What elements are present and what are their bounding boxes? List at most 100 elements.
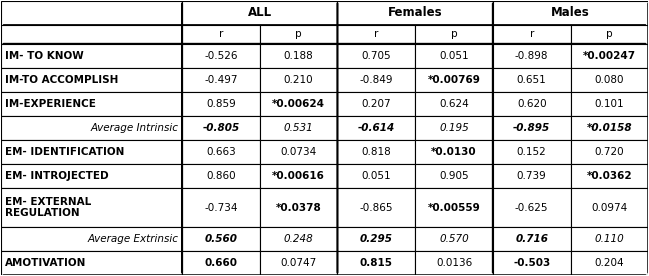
Bar xyxy=(182,1,337,25)
Bar xyxy=(415,227,493,251)
Text: 0.295: 0.295 xyxy=(360,234,393,244)
Bar xyxy=(1,44,182,68)
Bar xyxy=(182,25,260,44)
Bar xyxy=(415,25,493,44)
Bar xyxy=(570,188,648,227)
Text: Average Extrinsic: Average Extrinsic xyxy=(87,234,178,244)
Bar xyxy=(415,44,493,68)
Text: -0.805: -0.805 xyxy=(202,123,239,133)
Text: -0.526: -0.526 xyxy=(204,51,238,61)
Text: 0.210: 0.210 xyxy=(284,75,313,85)
Bar xyxy=(182,140,260,164)
Bar xyxy=(260,164,337,188)
Bar xyxy=(415,140,493,164)
Bar xyxy=(493,251,570,275)
Bar xyxy=(570,164,648,188)
Bar xyxy=(182,44,260,68)
Bar xyxy=(260,44,337,68)
Text: 0.051: 0.051 xyxy=(361,171,391,181)
Bar xyxy=(1,1,182,25)
Text: 0.207: 0.207 xyxy=(361,99,391,109)
Bar xyxy=(260,116,337,140)
Text: 0.0747: 0.0747 xyxy=(280,258,317,268)
Text: Average Intrinsic: Average Intrinsic xyxy=(90,123,178,133)
Text: 0.620: 0.620 xyxy=(517,99,546,109)
Bar xyxy=(493,1,648,25)
Bar xyxy=(337,44,415,68)
Bar xyxy=(260,188,337,227)
Bar xyxy=(1,251,182,275)
Text: 0.705: 0.705 xyxy=(361,51,391,61)
Text: p: p xyxy=(295,29,302,39)
Text: -0.625: -0.625 xyxy=(515,203,548,213)
Text: 0.0136: 0.0136 xyxy=(436,258,472,268)
Text: 0.204: 0.204 xyxy=(594,258,624,268)
Bar xyxy=(260,68,337,92)
Text: 0.660: 0.660 xyxy=(204,258,238,268)
Bar xyxy=(415,116,493,140)
Bar xyxy=(337,164,415,188)
Bar xyxy=(182,68,260,92)
Bar xyxy=(1,164,182,188)
Text: 0.110: 0.110 xyxy=(594,234,624,244)
Text: 0.101: 0.101 xyxy=(594,99,624,109)
Bar xyxy=(1,227,182,251)
Bar xyxy=(337,92,415,116)
Text: 0.739: 0.739 xyxy=(517,171,546,181)
Bar xyxy=(260,251,337,275)
Text: 0.0734: 0.0734 xyxy=(280,147,317,157)
Text: EM- IDENTIFICATION: EM- IDENTIFICATION xyxy=(5,147,124,157)
Bar xyxy=(493,44,570,68)
Text: -0.614: -0.614 xyxy=(358,123,395,133)
Text: 0.152: 0.152 xyxy=(517,147,546,157)
Text: r: r xyxy=(530,29,534,39)
Bar xyxy=(260,92,337,116)
Bar xyxy=(182,188,260,227)
Text: 0.716: 0.716 xyxy=(515,234,548,244)
Text: EM- INTROJECTED: EM- INTROJECTED xyxy=(5,171,108,181)
Bar xyxy=(570,227,648,251)
Text: r: r xyxy=(219,29,223,39)
Bar xyxy=(182,92,260,116)
Bar xyxy=(337,140,415,164)
Bar xyxy=(493,92,570,116)
Text: *0.00559: *0.00559 xyxy=(428,203,480,213)
Text: 0.531: 0.531 xyxy=(284,123,313,133)
Text: 0.560: 0.560 xyxy=(204,234,238,244)
Text: -0.865: -0.865 xyxy=(360,203,393,213)
Text: Males: Males xyxy=(551,6,590,19)
Text: 0.188: 0.188 xyxy=(284,51,313,61)
Bar xyxy=(493,25,570,44)
Bar xyxy=(337,251,415,275)
Text: -0.734: -0.734 xyxy=(204,203,238,213)
Bar xyxy=(337,25,415,44)
Text: *0.00624: *0.00624 xyxy=(272,99,325,109)
Bar xyxy=(337,116,415,140)
Bar xyxy=(337,188,415,227)
Bar xyxy=(415,92,493,116)
Bar xyxy=(260,140,337,164)
Bar xyxy=(493,140,570,164)
Bar xyxy=(1,188,182,227)
Text: 0.248: 0.248 xyxy=(284,234,313,244)
Text: *0.0158: *0.0158 xyxy=(587,123,632,133)
Text: p: p xyxy=(606,29,613,39)
Text: 0.860: 0.860 xyxy=(206,171,236,181)
Text: -0.898: -0.898 xyxy=(515,51,548,61)
Text: ALL: ALL xyxy=(248,6,272,19)
Text: 0.0974: 0.0974 xyxy=(591,203,628,213)
Text: r: r xyxy=(374,29,378,39)
Text: 0.720: 0.720 xyxy=(594,147,624,157)
Text: 0.859: 0.859 xyxy=(206,99,236,109)
Text: 0.905: 0.905 xyxy=(439,171,469,181)
Bar xyxy=(570,92,648,116)
Text: 0.080: 0.080 xyxy=(594,75,624,85)
Bar xyxy=(182,116,260,140)
Text: -0.503: -0.503 xyxy=(513,258,550,268)
Bar xyxy=(493,227,570,251)
Bar xyxy=(570,44,648,68)
Bar xyxy=(1,68,182,92)
Bar xyxy=(1,116,182,140)
Text: 0.815: 0.815 xyxy=(360,258,393,268)
Bar xyxy=(570,116,648,140)
